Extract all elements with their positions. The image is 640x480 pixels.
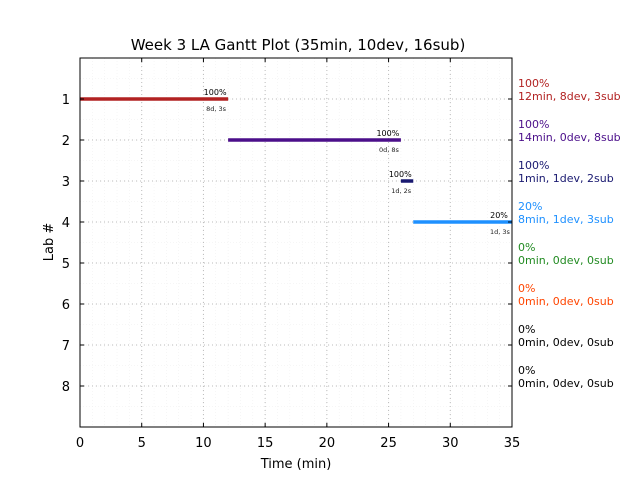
chart-title: Week 3 LA Gantt Plot (35min, 10dev, 16su… [131, 36, 466, 54]
side-summary-label: 12min, 8dev, 3sub [518, 90, 621, 103]
side-summary-label: 0min, 0dev, 0sub [518, 336, 614, 349]
y-tick-label: 3 [62, 175, 70, 190]
y-tick-label: 8 [62, 380, 70, 395]
side-percent-label: 100% [518, 159, 549, 172]
side-percent-label: 100% [518, 118, 549, 131]
x-axis-label: Time (min) [260, 457, 332, 472]
side-summary-label: 14min, 0dev, 8sub [518, 131, 621, 144]
y-axis-label: Lab # [42, 223, 57, 262]
bar-percent-label: 100% [376, 129, 399, 138]
y-tick-label: 5 [62, 257, 70, 272]
side-percent-label: 0% [518, 323, 535, 336]
side-percent-label: 0% [518, 364, 535, 377]
x-tick-label: 35 [504, 436, 521, 451]
y-tick-label: 2 [62, 134, 70, 149]
side-percent-label: 100% [518, 77, 549, 90]
x-tick-label: 5 [138, 436, 146, 451]
side-summary-label: 0min, 0dev, 0sub [518, 295, 614, 308]
x-tick-label: 25 [380, 436, 397, 451]
x-tick-label: 30 [442, 436, 459, 451]
x-tick-label: 20 [319, 436, 336, 451]
side-percent-label: 0% [518, 282, 535, 295]
side-summary-label: 8min, 1dev, 3sub [518, 213, 614, 226]
bar-detail-label: 1d, 3s [490, 228, 511, 236]
plot-frame [79, 57, 513, 428]
side-percent-label: 20% [518, 200, 542, 213]
bar-percent-label: 100% [204, 88, 227, 97]
side-percent-label: 0% [518, 241, 535, 254]
bar-detail-label: 0d, 8s [379, 146, 400, 154]
y-tick-label: 1 [62, 93, 70, 108]
y-tick-label: 4 [62, 216, 70, 231]
side-summary-label: 0min, 0dev, 0sub [518, 377, 614, 390]
x-tick-label: 0 [76, 436, 84, 451]
x-tick-label: 10 [195, 436, 212, 451]
bar-percent-label: 20% [490, 211, 508, 220]
x-tick-label: 15 [257, 436, 274, 451]
bar-detail-label: 1d, 2s [391, 187, 412, 195]
side-summary-label: 1min, 1dev, 2sub [518, 172, 614, 185]
side-summary-label: 0min, 0dev, 0sub [518, 254, 614, 267]
y-tick-label: 7 [62, 339, 70, 354]
y-tick-label: 6 [62, 298, 70, 313]
bar-percent-label: 100% [389, 170, 412, 179]
bar-detail-label: 8d, 3s [206, 105, 227, 113]
